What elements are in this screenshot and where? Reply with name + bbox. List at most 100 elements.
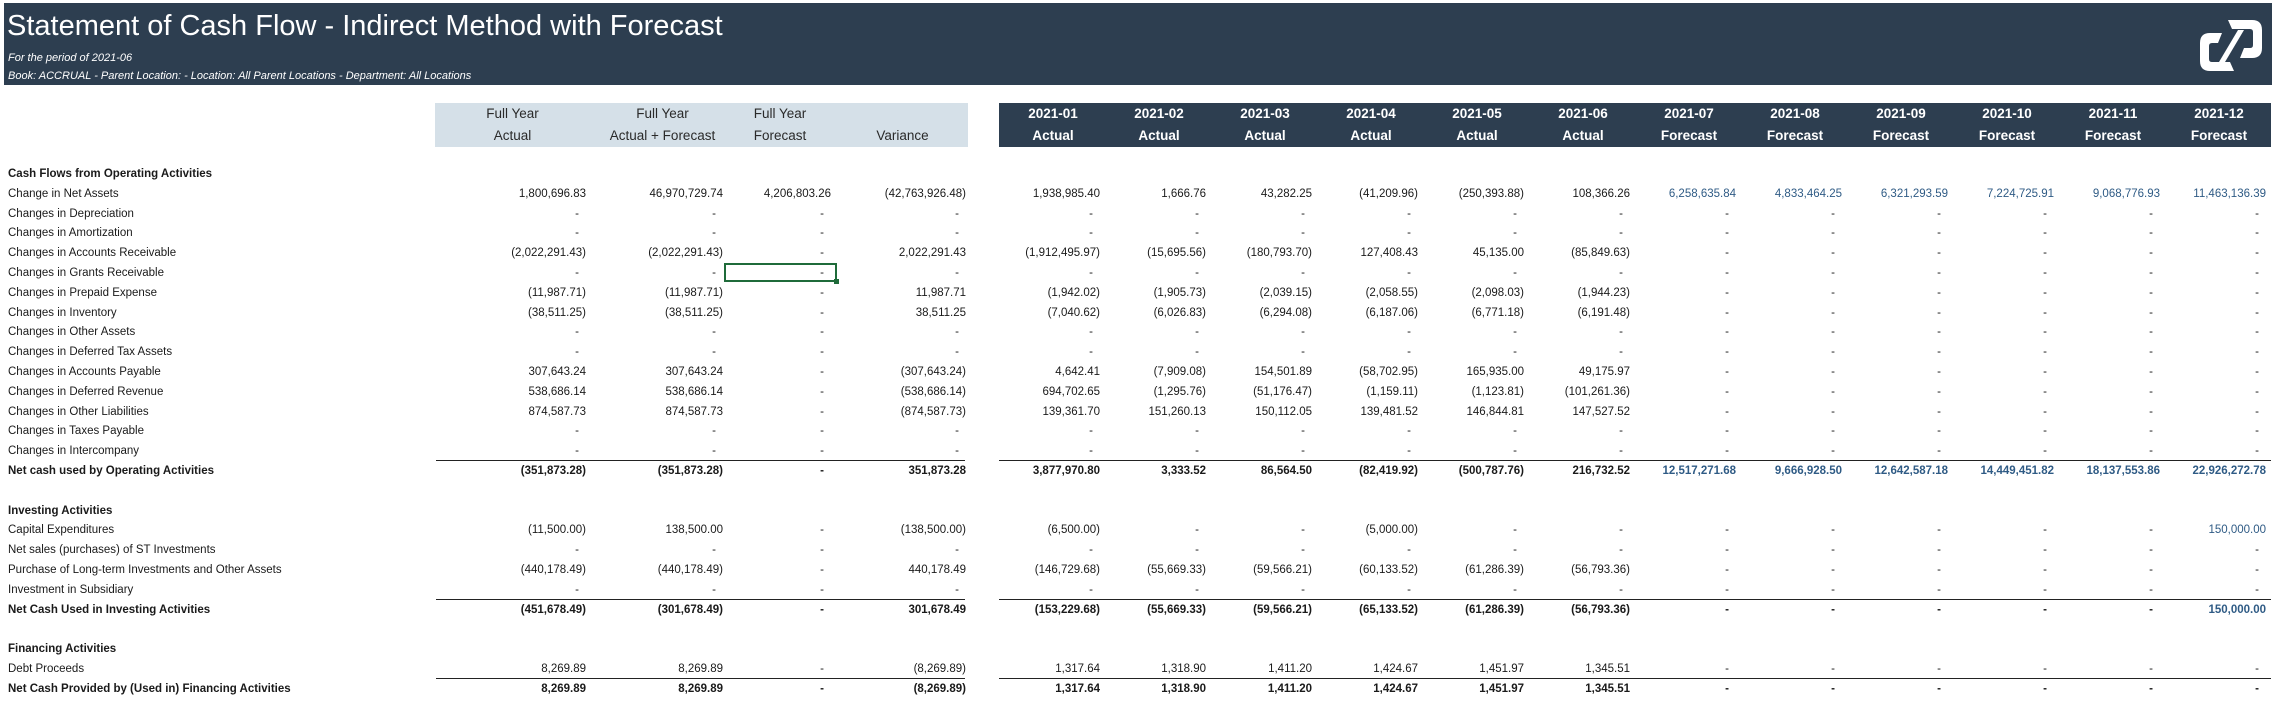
value-cell[interactable]: - [1831,544,1835,556]
value-cell[interactable]: - [1301,326,1305,338]
value-cell[interactable]: 139,361.70 [1042,406,1100,418]
value-cell[interactable]: (6,500.00) [1047,524,1100,536]
value-cell[interactable]: - [1831,386,1835,398]
value-cell[interactable]: (8,269.89) [913,663,966,675]
value-cell[interactable]: - [1301,425,1305,437]
value-cell[interactable]: - [2043,683,2047,695]
value-cell[interactable]: - [2255,208,2259,220]
row-label[interactable]: Net Cash Provided by (Used in) Financing… [8,683,291,695]
value-cell[interactable]: 3,333.52 [1161,465,1206,477]
value-cell[interactable]: - [1725,604,1729,616]
value-cell[interactable]: (1,944.23) [1577,287,1630,299]
value-cell[interactable]: (1,295.76) [1153,386,1206,398]
value-cell[interactable]: (6,187.06) [1365,307,1418,319]
value-cell[interactable]: - [1937,425,1941,437]
value-cell[interactable]: 2,022,291.43 [898,247,966,259]
value-cell[interactable]: - [820,544,824,556]
value-cell[interactable]: - [1513,267,1517,279]
value-cell[interactable]: - [1089,425,1093,437]
value-cell[interactable]: - [2255,564,2259,576]
value-cell[interactable]: 18,137,553.86 [2086,465,2160,477]
value-cell[interactable]: - [1937,307,1941,319]
value-cell[interactable]: - [1301,227,1305,239]
value-cell[interactable]: - [712,544,716,556]
value-cell[interactable]: - [1937,346,1941,358]
value-cell[interactable]: - [820,366,824,378]
row-label[interactable]: Net cash used by Operating Activities [8,465,214,477]
value-cell[interactable]: - [2149,564,2153,576]
value-cell[interactable]: (1,123.81) [1471,386,1524,398]
value-cell[interactable]: (11,987.71) [665,287,723,299]
value-cell[interactable]: 11,987.71 [915,287,966,299]
value-cell[interactable]: 150,000.00 [2208,524,2266,536]
value-cell[interactable]: (2,098.03) [1471,287,1524,299]
value-cell[interactable]: - [1937,564,1941,576]
value-cell[interactable]: - [1513,425,1517,437]
value-cell[interactable]: - [1725,425,1729,437]
value-cell[interactable]: 538,686.14 [665,386,723,398]
value-cell[interactable]: - [1195,346,1199,358]
row-label[interactable]: Changes in Deferred Tax Assets [8,346,173,358]
value-cell[interactable]: (82,419.92) [1359,465,1418,477]
value-cell[interactable]: - [1195,524,1199,536]
value-cell[interactable]: - [1725,307,1729,319]
value-cell[interactable]: (2,022,291.43) [648,247,723,259]
value-cell[interactable]: - [1725,406,1729,418]
value-cell[interactable]: - [1937,544,1941,556]
value-cell[interactable]: 1,318.90 [1161,683,1206,695]
value-cell[interactable]: - [1937,386,1941,398]
value-cell[interactable]: (2,039.15) [1259,287,1312,299]
value-cell[interactable]: - [1831,346,1835,358]
value-cell[interactable]: - [2149,445,2153,457]
value-cell[interactable]: - [712,208,716,220]
value-cell[interactable]: - [1619,326,1623,338]
value-cell[interactable]: (7,040.62) [1047,307,1100,319]
value-cell[interactable]: (11,500.00) [528,524,586,536]
value-cell[interactable]: - [2255,663,2259,675]
value-cell[interactable]: (2,058.55) [1365,287,1418,299]
value-cell[interactable]: - [712,227,716,239]
value-cell[interactable]: (6,026.83) [1153,307,1206,319]
value-cell[interactable]: - [1513,346,1517,358]
value-cell[interactable]: (250,393.88) [1458,188,1524,200]
value-cell[interactable]: - [2149,307,2153,319]
value-cell[interactable]: 1,424.67 [1373,683,1418,695]
value-cell[interactable]: (101,261.36) [1564,386,1630,398]
value-cell[interactable]: - [1407,584,1411,596]
value-cell[interactable]: (6,191.48) [1577,307,1630,319]
value-cell[interactable]: - [1301,544,1305,556]
value-cell[interactable]: - [1195,584,1199,596]
value-cell[interactable]: - [1089,267,1093,279]
row-label[interactable]: Changes in Depreciation [8,208,134,220]
value-cell[interactable]: 301,678.49 [908,604,966,616]
value-cell[interactable]: 1,451.97 [1479,683,1524,695]
value-cell[interactable]: - [2043,524,2047,536]
value-cell[interactable]: 138,500.00 [665,524,723,536]
value-cell[interactable]: - [712,346,716,358]
value-cell[interactable]: - [1089,584,1093,596]
value-cell[interactable]: - [820,267,824,279]
value-cell[interactable]: (2,022,291.43) [511,247,586,259]
value-cell[interactable]: - [2255,584,2259,596]
value-cell[interactable]: - [1195,445,1199,457]
value-cell[interactable]: - [2255,386,2259,398]
value-cell[interactable]: - [575,425,579,437]
value-cell[interactable]: 165,935.00 [1466,366,1524,378]
value-cell[interactable]: - [1831,208,1835,220]
value-cell[interactable]: - [2149,425,2153,437]
value-cell[interactable]: - [1937,267,1941,279]
value-cell[interactable]: 12,642,587.18 [1874,465,1948,477]
value-cell[interactable]: 307,643.24 [665,366,723,378]
value-cell[interactable]: (61,286.39) [1465,604,1524,616]
value-cell[interactable]: - [820,208,824,220]
value-cell[interactable]: - [2149,208,2153,220]
value-cell[interactable]: - [2043,406,2047,418]
row-label[interactable]: Changes in Inventory [8,307,117,319]
value-cell[interactable]: - [820,604,824,616]
value-cell[interactable]: - [1937,227,1941,239]
value-cell[interactable]: 127,408.43 [1360,247,1418,259]
value-cell[interactable]: - [2043,564,2047,576]
value-cell[interactable]: (1,905.73) [1153,287,1206,299]
value-cell[interactable]: (146,729.68) [1034,564,1100,576]
value-cell[interactable]: - [1407,544,1411,556]
